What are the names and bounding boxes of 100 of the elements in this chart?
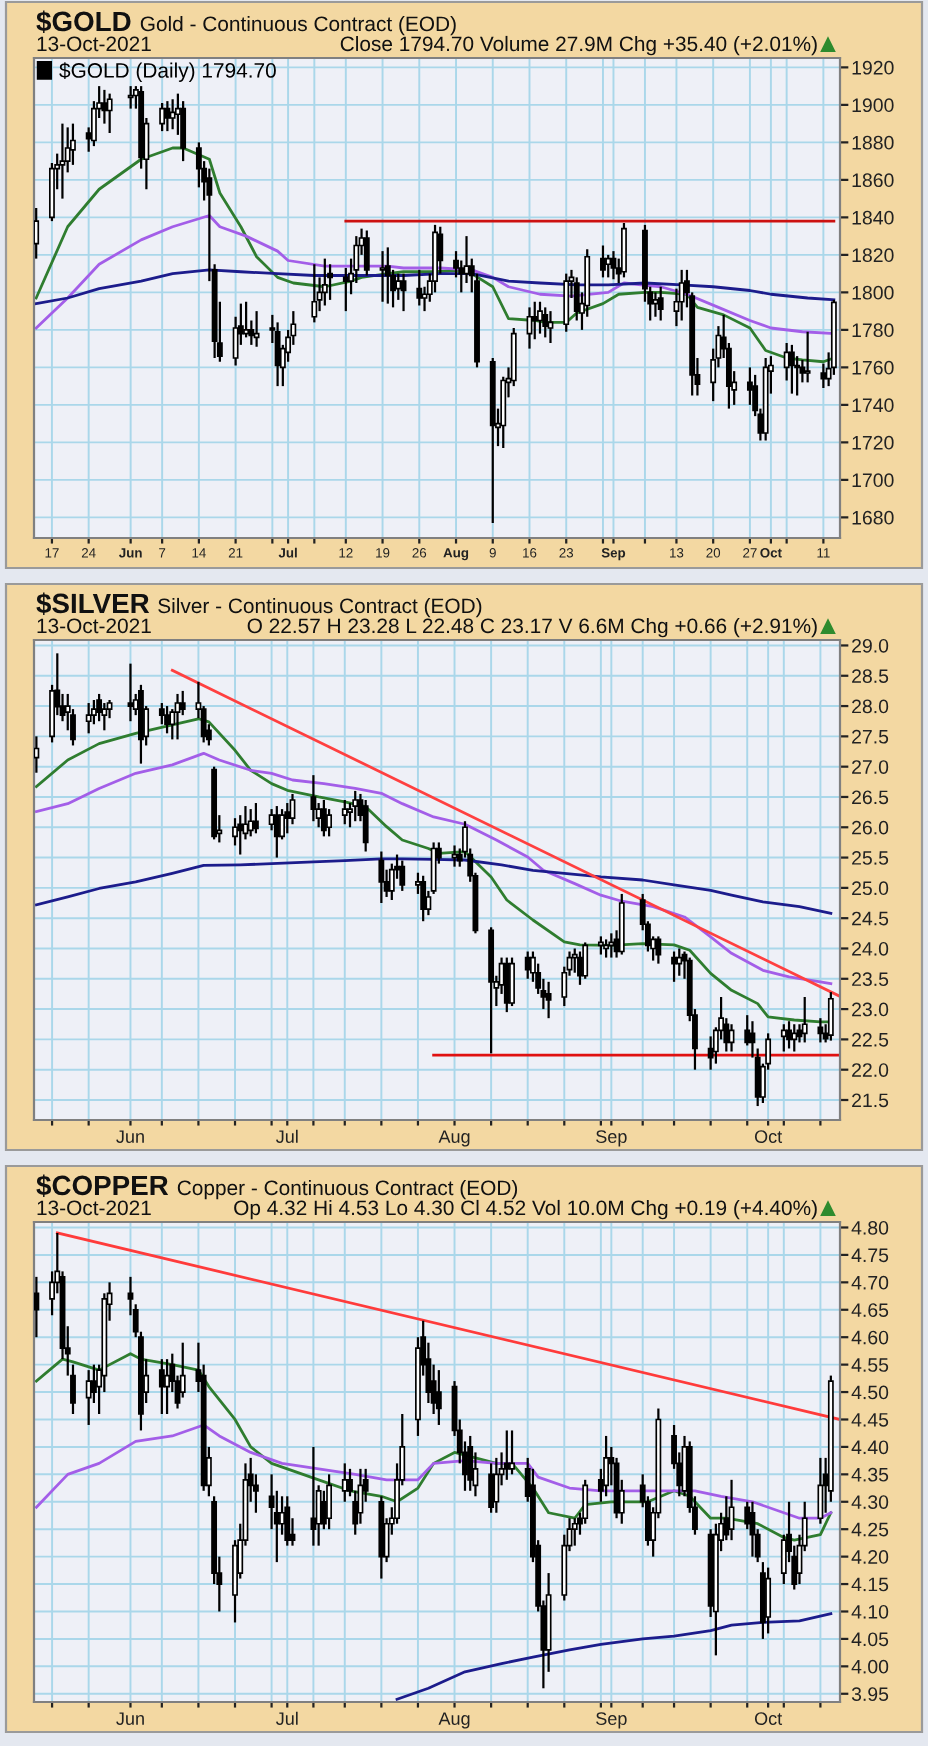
y-tick-label: 4.00 (851, 1659, 889, 1674)
candlestick (232, 817, 238, 847)
candlestick (542, 306, 549, 339)
chart-title: $COPPER (36, 1174, 169, 1198)
candlestick (174, 692, 181, 741)
candlestick (321, 257, 328, 307)
candlestick (435, 1369, 442, 1427)
candlestick (101, 701, 108, 732)
candlestick (707, 1035, 714, 1071)
candlestick (503, 1429, 510, 1481)
chart-title: $SILVER (36, 592, 150, 616)
candlestick (817, 1456, 824, 1525)
candlestick (571, 1517, 578, 1547)
line-series (35, 751, 833, 986)
candlestick (509, 956, 515, 1008)
y-tick-label: 27.0 (852, 760, 889, 774)
candlestick (416, 268, 423, 307)
x-tick-label: Aug (438, 1130, 470, 1147)
candlestick (326, 807, 333, 838)
candlestick (657, 285, 664, 322)
y-tick-label: 4.65 (851, 1303, 889, 1318)
candlestick (378, 850, 385, 905)
candlestick (310, 774, 317, 823)
candlestick (158, 701, 165, 726)
chart-subtitle: Silver - Continuous Contract (EOD) (158, 597, 482, 618)
y-tick-label: 4.15 (851, 1577, 889, 1592)
candlestick (621, 221, 627, 279)
x-tick-label: Jul (276, 1129, 298, 1143)
y-tick-label: 29.0 (852, 638, 889, 653)
legend-label: $GOLD (Daily) 1794.70 (59, 62, 276, 82)
candlestick (780, 1023, 787, 1053)
y-tick-label: 1820 (852, 248, 894, 263)
y-tick-label: 4.35 (851, 1467, 889, 1482)
candlestick (85, 701, 92, 735)
y-tick-label: 1860 (852, 173, 894, 188)
candlestick (310, 1445, 317, 1547)
y-tick-label: 4.50 (851, 1385, 889, 1400)
candlestick (127, 85, 134, 110)
candlestick (320, 798, 327, 838)
y-tick-label: 28.0 (852, 699, 889, 714)
y-tick-label: 1920 (852, 60, 894, 75)
y-tick-label: 27.5 (852, 729, 889, 744)
text: O 22.57 H 23.28 L 22.48 C 23.17 V 6.6M Chg +0.66 (+2.91%) (247, 617, 817, 638)
candlestick (765, 1566, 772, 1635)
y-tick-label: 4.20 (851, 1550, 889, 1564)
candlestick (524, 950, 531, 980)
candlestick (106, 92, 113, 135)
candlestick (59, 122, 66, 200)
text: 13-Oct-2021 (37, 1200, 151, 1216)
candlestick (85, 1369, 92, 1427)
candlestick (352, 789, 359, 823)
x-tick-label: Aug (438, 1712, 470, 1729)
candlestick (500, 375, 507, 450)
text: Op 4.32 Hi 4.53 Lo 4.30 Cl 4.52 Vol 10.0M Chg +0.19 (+4.40%) (234, 1199, 817, 1220)
y-tick-label: 4.75 (851, 1248, 889, 1263)
candlestick (573, 276, 580, 322)
y-tick-label: 4.55 (851, 1358, 889, 1372)
candlestick (274, 321, 281, 388)
candlestick (545, 980, 552, 1020)
candlestick (655, 935, 662, 965)
candlestick (537, 300, 543, 335)
candlestick (158, 1358, 165, 1416)
candlestick (786, 1020, 792, 1050)
x-tick-label: Sep (596, 1130, 627, 1147)
candlestick (388, 862, 395, 902)
candlestick (34, 735, 40, 774)
y-tick-label: 4.60 (851, 1330, 889, 1345)
candlestick (600, 244, 606, 279)
line-series (395, 1612, 833, 1701)
candlestick (127, 662, 134, 723)
text: Close 1794.70 Volume 27.9M Chg +35.40 (+2.01%) (340, 35, 817, 56)
candlestick (608, 932, 615, 959)
text: 13-Oct-2021 (37, 36, 151, 52)
y-tick-label: 26.5 (852, 790, 889, 805)
candlestick (804, 330, 811, 384)
candlestick (327, 263, 334, 301)
y-tick-label: 23.0 (852, 1002, 889, 1017)
candlestick (284, 801, 291, 835)
y-tick-label: 1780 (852, 323, 894, 338)
y-tick-label: 1800 (852, 285, 894, 300)
candlestick (582, 941, 589, 980)
y-tick-label: 23.5 (852, 972, 889, 987)
candlestick (164, 1358, 170, 1416)
candlestick (509, 1429, 515, 1476)
candlestick (169, 98, 176, 131)
x-tick-label: Jun (116, 1130, 144, 1143)
candlestick (399, 859, 406, 893)
candlestick (326, 1473, 333, 1531)
y-tick-label: 4.80 (851, 1220, 889, 1235)
y-tick-label: 4.45 (851, 1413, 889, 1427)
candlestick (678, 268, 685, 322)
candlestick (788, 343, 795, 395)
candlestick (34, 206, 40, 260)
candlestick (801, 995, 808, 1044)
chart-subtitle: Gold - Continuous Contract (EOD) (140, 15, 456, 36)
y-tick-label: 25.5 (852, 851, 889, 865)
y-tick-label: 4.70 (851, 1275, 889, 1290)
y-tick-label: 25.0 (852, 881, 889, 896)
candlestick (34, 1275, 40, 1339)
y-tick-label: 4.10 (851, 1604, 889, 1619)
